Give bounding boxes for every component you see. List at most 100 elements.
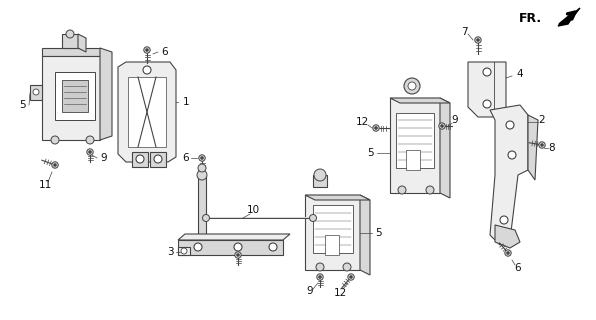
Text: 9: 9 [452,115,458,125]
Circle shape [143,66,151,74]
Circle shape [539,142,545,148]
Text: 9: 9 [101,153,107,163]
Polygon shape [62,34,78,48]
Text: 8: 8 [549,143,555,153]
Circle shape [181,248,187,254]
Circle shape [317,274,323,280]
Circle shape [198,164,206,172]
Bar [406,150,420,170]
Polygon shape [528,115,538,180]
Circle shape [136,155,144,163]
Polygon shape [42,56,100,140]
Circle shape [194,243,202,251]
Circle shape [145,49,148,52]
Circle shape [476,38,480,42]
Circle shape [309,214,316,221]
Circle shape [237,253,240,257]
Polygon shape [305,195,360,270]
Circle shape [483,100,491,108]
Circle shape [373,125,379,131]
Polygon shape [30,85,42,100]
Polygon shape [390,98,440,193]
Circle shape [343,263,351,271]
Circle shape [269,243,277,251]
Text: 3: 3 [167,247,173,257]
Circle shape [541,143,544,147]
Polygon shape [128,77,166,147]
Circle shape [318,276,321,278]
Text: 5: 5 [18,100,25,110]
Polygon shape [360,195,370,275]
Circle shape [154,155,162,163]
Text: 6: 6 [515,263,522,273]
Polygon shape [490,105,528,245]
Polygon shape [305,195,370,200]
Circle shape [349,276,352,278]
Text: 9: 9 [307,286,313,296]
Circle shape [408,82,416,90]
Polygon shape [150,152,166,167]
Circle shape [426,186,434,194]
Text: 11: 11 [38,180,52,190]
Circle shape [348,274,354,280]
Circle shape [144,47,150,53]
Circle shape [440,124,443,127]
Circle shape [507,252,510,254]
Text: FR.: FR. [519,12,542,25]
Text: 4: 4 [517,69,523,79]
Polygon shape [132,152,148,167]
Circle shape [234,243,242,251]
Polygon shape [42,48,100,56]
Circle shape [506,121,514,129]
Polygon shape [62,80,88,112]
Circle shape [54,164,57,166]
Text: 10: 10 [246,205,260,215]
Circle shape [475,37,481,43]
Circle shape [235,252,241,258]
Circle shape [51,136,59,144]
Polygon shape [55,72,95,120]
Circle shape [203,214,210,221]
Circle shape [86,136,94,144]
Circle shape [500,216,508,224]
Circle shape [439,123,445,129]
Polygon shape [313,205,353,253]
Circle shape [33,89,39,95]
Polygon shape [178,247,190,255]
Polygon shape [100,48,112,140]
Circle shape [316,263,324,271]
Polygon shape [78,34,86,52]
Polygon shape [468,62,506,117]
Circle shape [398,186,406,194]
Polygon shape [313,175,327,187]
Circle shape [66,30,74,38]
Polygon shape [178,234,290,240]
Circle shape [52,162,58,168]
Polygon shape [390,98,450,103]
Bar [325,235,339,255]
Polygon shape [495,225,520,248]
Circle shape [508,151,516,159]
Polygon shape [178,240,283,255]
Text: 6: 6 [183,153,190,163]
Polygon shape [440,98,450,198]
Circle shape [197,170,207,180]
Polygon shape [396,113,434,168]
Circle shape [88,150,92,154]
Circle shape [374,126,377,130]
Polygon shape [118,62,176,162]
Text: 5: 5 [375,228,381,238]
Circle shape [200,156,203,159]
Text: 5: 5 [367,148,373,158]
Text: 12: 12 [333,288,347,298]
Circle shape [199,155,205,161]
Text: 1: 1 [183,97,190,107]
Polygon shape [198,175,206,252]
Circle shape [87,149,93,155]
Circle shape [314,169,326,181]
Polygon shape [558,8,580,26]
Text: 12: 12 [355,117,368,127]
Text: 6: 6 [162,47,168,57]
Circle shape [505,250,511,256]
Circle shape [483,68,491,76]
